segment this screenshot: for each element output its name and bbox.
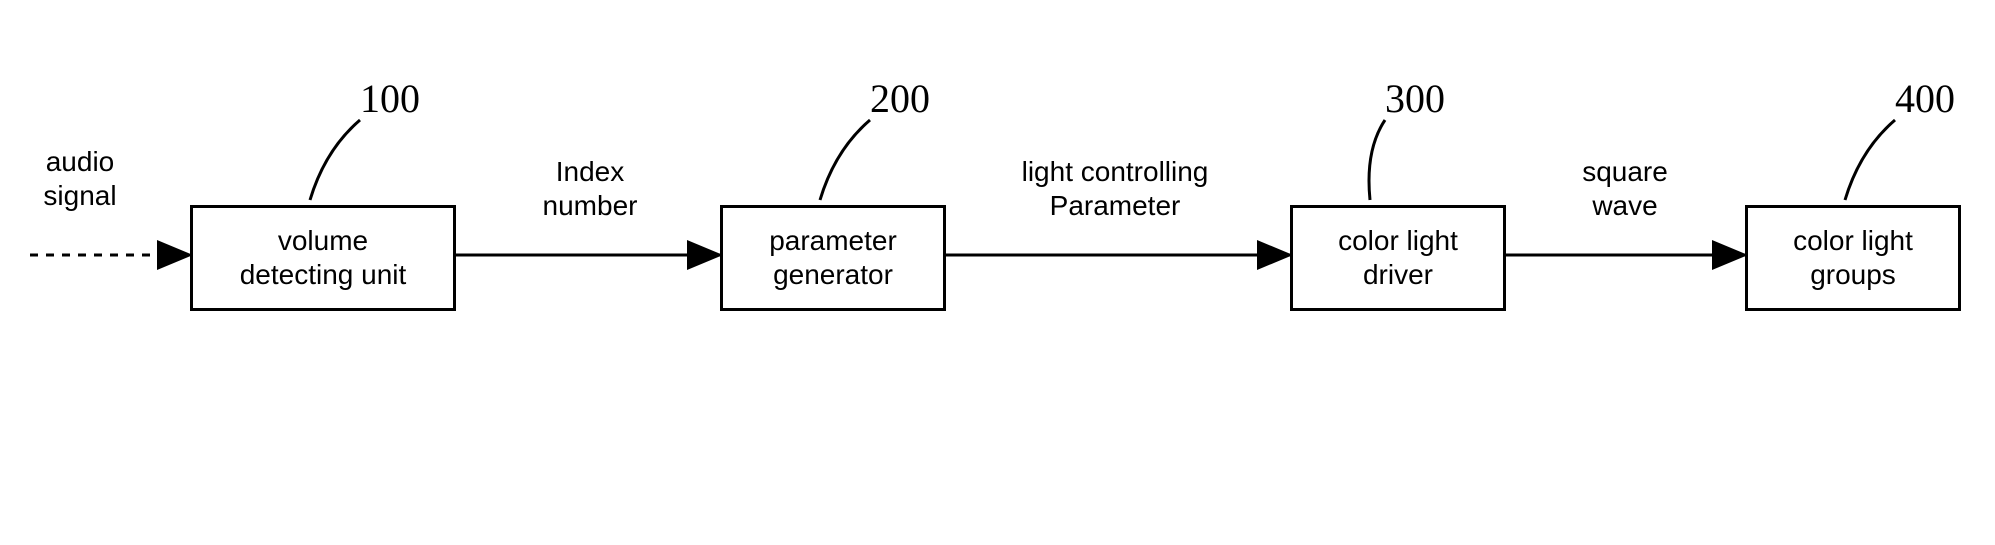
leader-line [310, 120, 360, 200]
ref-number-text: 200 [870, 76, 930, 121]
edge-label-text: light controlling Parameter [1022, 156, 1209, 221]
block-n2: parameter generator [720, 205, 946, 311]
ref-number-text: 300 [1385, 76, 1445, 121]
block-label: parameter generator [769, 224, 897, 291]
leader-line [1369, 120, 1385, 200]
edge-label-text: square wave [1582, 156, 1668, 221]
ref-number-text: 400 [1895, 76, 1955, 121]
edge-label: square wave [1555, 155, 1695, 222]
block-label: volume detecting unit [240, 224, 407, 291]
edge-label: light controlling Parameter [985, 155, 1245, 222]
ref-number-text: 100 [360, 76, 420, 121]
ref-number: 400 [1895, 75, 1955, 122]
edge-label-text: audio signal [43, 146, 116, 211]
edge-label: audio signal [15, 145, 145, 212]
ref-number: 200 [870, 75, 930, 122]
block-n3: color light driver [1290, 205, 1506, 311]
block-n1: volume detecting unit [190, 205, 456, 311]
edge-label: Index number [510, 155, 670, 222]
leader-line [1845, 120, 1895, 200]
block-label: color light driver [1338, 224, 1458, 291]
block-n4: color light groups [1745, 205, 1961, 311]
ref-number: 300 [1385, 75, 1445, 122]
block-label: color light groups [1793, 224, 1913, 291]
leader-line [820, 120, 870, 200]
ref-number: 100 [360, 75, 420, 122]
edge-label-text: Index number [543, 156, 638, 221]
